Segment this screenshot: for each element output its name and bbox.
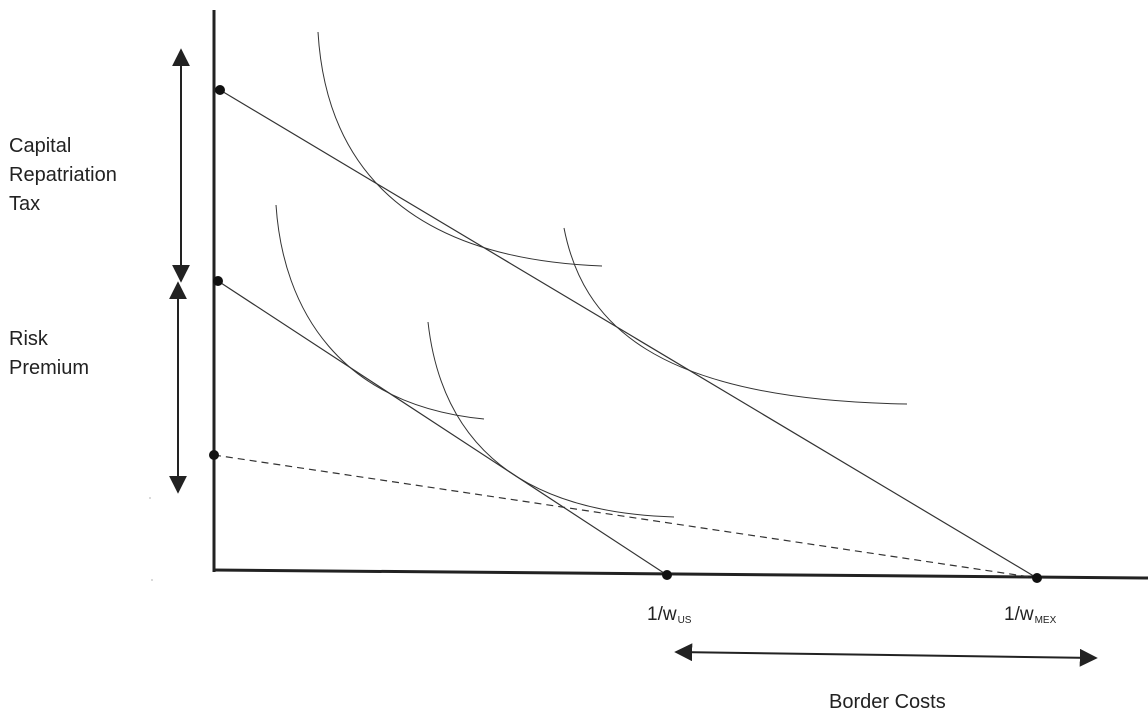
mex-wage-tick-main: 1/w	[1004, 604, 1034, 625]
dashed-budget-line	[213, 454, 1038, 579]
capital-repatriation-tax-label: Capital Repatriation Tax	[9, 132, 117, 219]
capital-repatriation-tax-line-2: Repatriation	[9, 164, 117, 186]
point-mex-intercept	[1032, 573, 1042, 583]
us-wage-tick-sub: US	[677, 615, 692, 626]
x-axis	[212, 568, 1148, 580]
risk-premium-label: Risk Premium	[9, 325, 89, 383]
mex-wage-tick-label: 1/wMEX	[1004, 600, 1056, 632]
point-lower-intercept	[209, 450, 219, 460]
middle-budget-line	[217, 280, 668, 576]
point-upper-intercept	[215, 85, 225, 95]
us-wage-tick-label: 1/wUS	[647, 600, 691, 632]
scan-speck	[151, 579, 153, 581]
mex-wage-tick-sub: MEX	[1034, 615, 1057, 626]
isoquant-curve-upper-right	[563, 227, 908, 405]
scan-speck	[149, 497, 151, 499]
isoquant-curve-upper-left	[317, 31, 603, 267]
upper-budget-line	[219, 89, 1038, 579]
isoquant-curve-lower-right	[427, 321, 675, 518]
border-costs-label: Border Costs	[829, 691, 946, 713]
us-wage-tick-main: 1/w	[647, 604, 677, 625]
capital-repatriation-tax-line-3: Tax	[9, 193, 41, 215]
point-middle-intercept	[213, 276, 223, 286]
risk-premium-line-2: Premium	[9, 357, 90, 379]
border-costs-arrow	[674, 643, 1098, 667]
capital-repatriation-tax-line-1: Capital	[9, 135, 72, 157]
point-us-intercept	[662, 570, 672, 580]
risk-premium-line-1: Risk	[9, 328, 48, 350]
isoquant-curve-lower-left	[275, 204, 485, 420]
